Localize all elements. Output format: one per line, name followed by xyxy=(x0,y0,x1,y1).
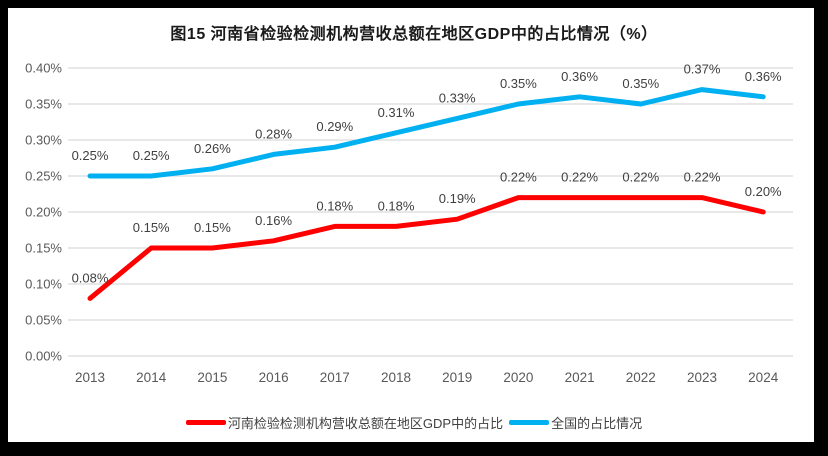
data-label-henan: 0.22% xyxy=(561,170,598,185)
data-label-national: 0.25% xyxy=(133,148,170,163)
legend-label-national: 全国的占比情况 xyxy=(551,416,643,431)
x-axis-tick-label: 2022 xyxy=(626,370,656,385)
data-label-national: 0.37% xyxy=(684,62,721,77)
legend-item-national: 全国的占比情况 xyxy=(509,413,642,432)
data-label-national: 0.36% xyxy=(745,69,782,84)
legend-label-henan: 河南检验检测机构营收总额在地区GDP中的占比 xyxy=(227,416,504,431)
data-label-henan: 0.22% xyxy=(622,170,659,185)
x-axis-tick-label: 2017 xyxy=(320,370,350,385)
x-axis-tick-label: 2013 xyxy=(75,370,105,385)
y-axis-tick-label: 0.30% xyxy=(25,133,62,148)
data-label-henan: 0.18% xyxy=(316,198,353,213)
y-axis-tick-label: 0.25% xyxy=(25,169,62,184)
x-axis-tick-label: 2014 xyxy=(136,370,167,385)
data-label-national: 0.25% xyxy=(72,148,109,163)
data-label-national: 0.35% xyxy=(500,76,537,91)
red-line-swatch-icon xyxy=(185,420,226,425)
data-label-henan: 0.15% xyxy=(194,220,231,235)
x-axis-tick-label: 2021 xyxy=(565,370,595,385)
data-label-henan: 0.08% xyxy=(72,270,109,285)
data-label-national: 0.35% xyxy=(622,76,659,91)
series-line-national xyxy=(87,87,766,179)
x-axis-tick-label: 2018 xyxy=(381,370,411,385)
y-axis-tick-label: 0.40% xyxy=(25,61,62,76)
legend-item-henan: 河南检验检测机构营收总额在地区GDP中的占比 xyxy=(185,413,504,432)
y-axis-tick-label: 0.35% xyxy=(25,97,62,112)
data-label-national: 0.26% xyxy=(194,141,231,156)
data-label-henan: 0.22% xyxy=(500,170,537,185)
y-axis-tick-label: 0.20% xyxy=(25,205,62,220)
x-axis-tick-label: 2024 xyxy=(748,370,779,385)
x-axis-tick-label: 2016 xyxy=(259,370,289,385)
x-axis-tick-label: 2020 xyxy=(503,370,533,385)
data-label-national: 0.36% xyxy=(561,69,598,84)
data-label-henan: 0.19% xyxy=(439,191,476,206)
data-label-national: 0.33% xyxy=(439,90,476,105)
blue-line-swatch-icon xyxy=(509,420,550,425)
y-axis-tick-label: 0.15% xyxy=(25,241,62,256)
x-axis-tick-label: 2019 xyxy=(442,370,472,385)
legend: 河南检验检测机构营收总额在地区GDP中的占比 全国的占比情况 xyxy=(0,413,828,432)
data-label-henan: 0.18% xyxy=(378,198,415,213)
data-label-henan: 0.20% xyxy=(745,184,782,199)
y-axis-tick-label: 0.05% xyxy=(25,313,62,328)
series-line-henan xyxy=(87,195,766,301)
x-axis-tick-label: 2015 xyxy=(197,370,227,385)
y-axis-tick-label: 0.10% xyxy=(25,277,62,292)
data-label-national: 0.28% xyxy=(255,126,292,141)
data-label-national: 0.31% xyxy=(378,105,415,120)
data-label-henan: 0.16% xyxy=(255,213,292,228)
data-label-national: 0.29% xyxy=(316,119,353,134)
chart-title: 图15 河南省检验检测机构营收总额在地区GDP中的占比情况（%） xyxy=(170,26,658,43)
data-label-henan: 0.15% xyxy=(133,220,170,235)
x-axis-tick-label: 2023 xyxy=(687,370,717,385)
y-axis-tick-label: 0.00% xyxy=(25,349,62,364)
data-label-henan: 0.22% xyxy=(684,170,721,185)
